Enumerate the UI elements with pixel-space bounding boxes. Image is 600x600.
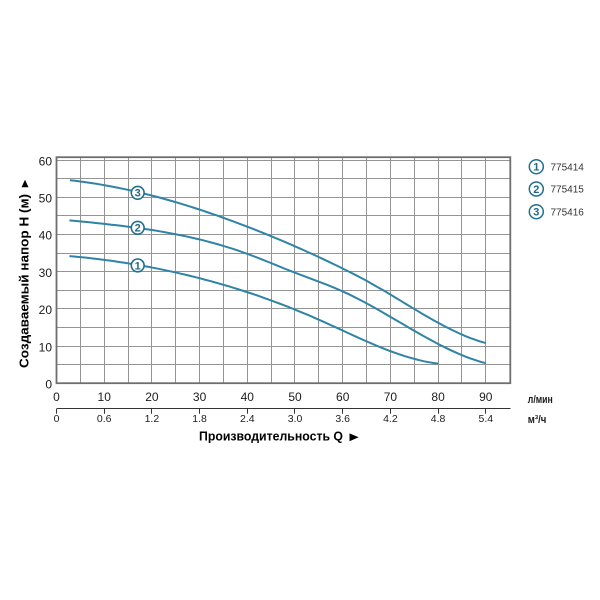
svg-text:1.8: 1.8 [192,413,207,425]
svg-text:70: 70 [384,390,398,404]
svg-text:0.6: 0.6 [97,413,112,425]
svg-text:775416: 775416 [551,207,585,218]
svg-text:50: 50 [39,192,53,206]
svg-text:5.4: 5.4 [478,413,493,425]
svg-text:4.8: 4.8 [431,413,446,425]
svg-text:60: 60 [336,390,350,404]
svg-text:2: 2 [533,184,539,196]
svg-text:4.2: 4.2 [383,413,398,425]
svg-text:90: 90 [479,390,493,404]
svg-text:60: 60 [39,154,53,168]
svg-text:0: 0 [45,378,52,392]
svg-text:775415: 775415 [551,185,585,196]
svg-text:л/мин: л/мин [528,394,553,406]
svg-text:м³/ч: м³/ч [528,414,547,426]
svg-text:Создаваемый напор H (м): Создаваемый напор H (м) [17,194,32,368]
svg-text:30: 30 [193,390,207,404]
svg-text:2: 2 [135,223,141,235]
svg-text:1: 1 [135,260,141,272]
svg-text:20: 20 [39,303,53,317]
svg-text:10: 10 [39,340,53,354]
svg-text:2.4: 2.4 [240,413,255,425]
svg-text:3: 3 [533,207,539,219]
svg-text:0: 0 [53,390,60,404]
svg-text:50: 50 [288,390,302,404]
svg-text:80: 80 [431,390,445,404]
svg-text:775414: 775414 [551,162,585,173]
svg-text:30: 30 [39,266,53,280]
svg-text:1: 1 [533,162,539,174]
svg-text:3.0: 3.0 [288,413,303,425]
svg-text:10: 10 [98,390,112,404]
svg-text:1.2: 1.2 [145,413,160,425]
svg-text:3.6: 3.6 [335,413,350,425]
svg-text:40: 40 [241,390,255,404]
svg-text:20: 20 [145,390,159,404]
svg-text:40: 40 [39,229,53,243]
svg-text:3: 3 [135,188,141,200]
svg-text:0: 0 [54,413,60,425]
svg-text:Производительность Q: Производительность Q [199,429,343,444]
